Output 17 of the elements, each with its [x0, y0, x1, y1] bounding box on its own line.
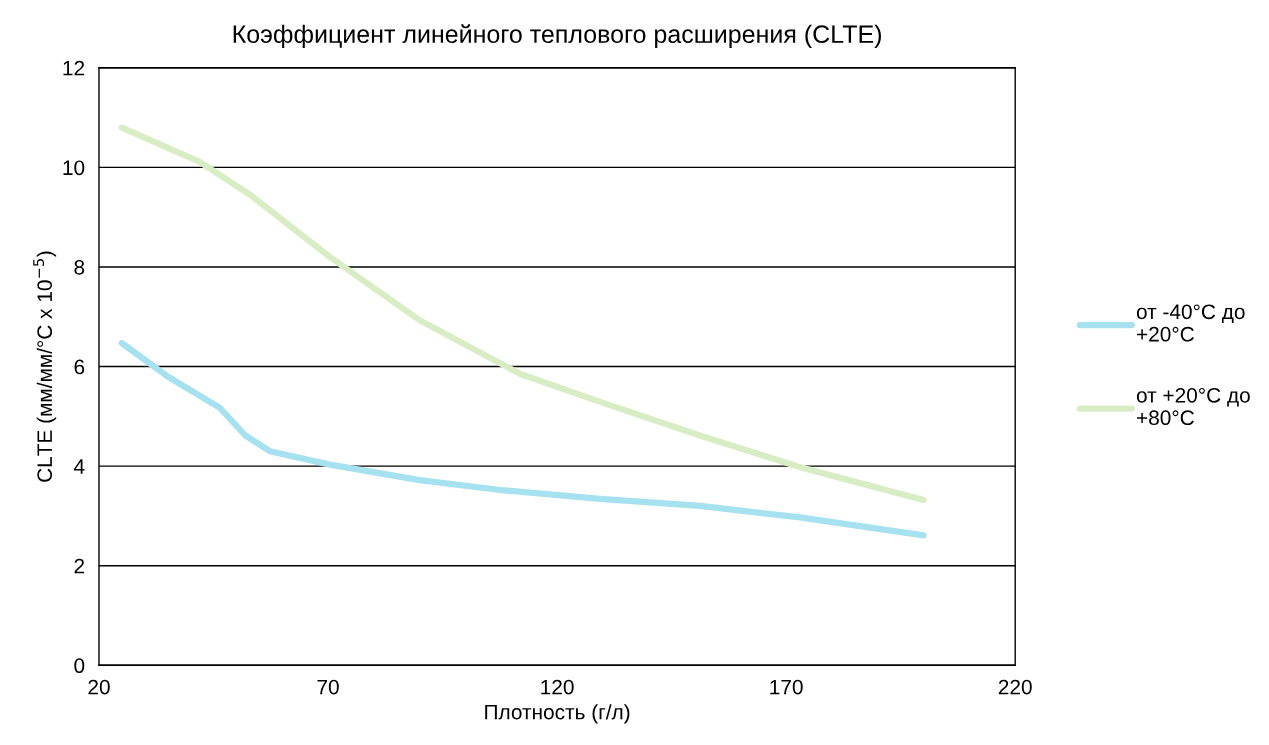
y-tick-label: 2	[74, 558, 85, 574]
x-tick-label: 170	[770, 679, 803, 695]
y-tick-label: 8	[74, 259, 85, 275]
chart-title: Коэффициент линейного теплового расширения (CLTE)	[233, 24, 881, 48]
x-tick-label: 120	[541, 679, 574, 695]
y-tick-label: 10	[63, 160, 85, 176]
x-tick-label: 20	[88, 679, 110, 695]
legend-label: от -40°C до +20°C	[1136, 304, 1245, 342]
y-tick-label: 0	[74, 658, 85, 674]
x-axis-title: Плотность (г/л)	[485, 704, 630, 724]
x-tick-label: 70	[317, 679, 339, 695]
x-tick-label: 220	[998, 679, 1032, 695]
y-tick-label: 4	[73, 459, 85, 474]
legend-label: от +20°C до +80°C	[1136, 387, 1250, 426]
y-tick-label: 6	[74, 359, 85, 375]
y-tick-label: 12	[63, 60, 85, 76]
y-axis-title: CLTE (мм/мм/°C x 10$^{−5}$)	[33, 251, 57, 482]
